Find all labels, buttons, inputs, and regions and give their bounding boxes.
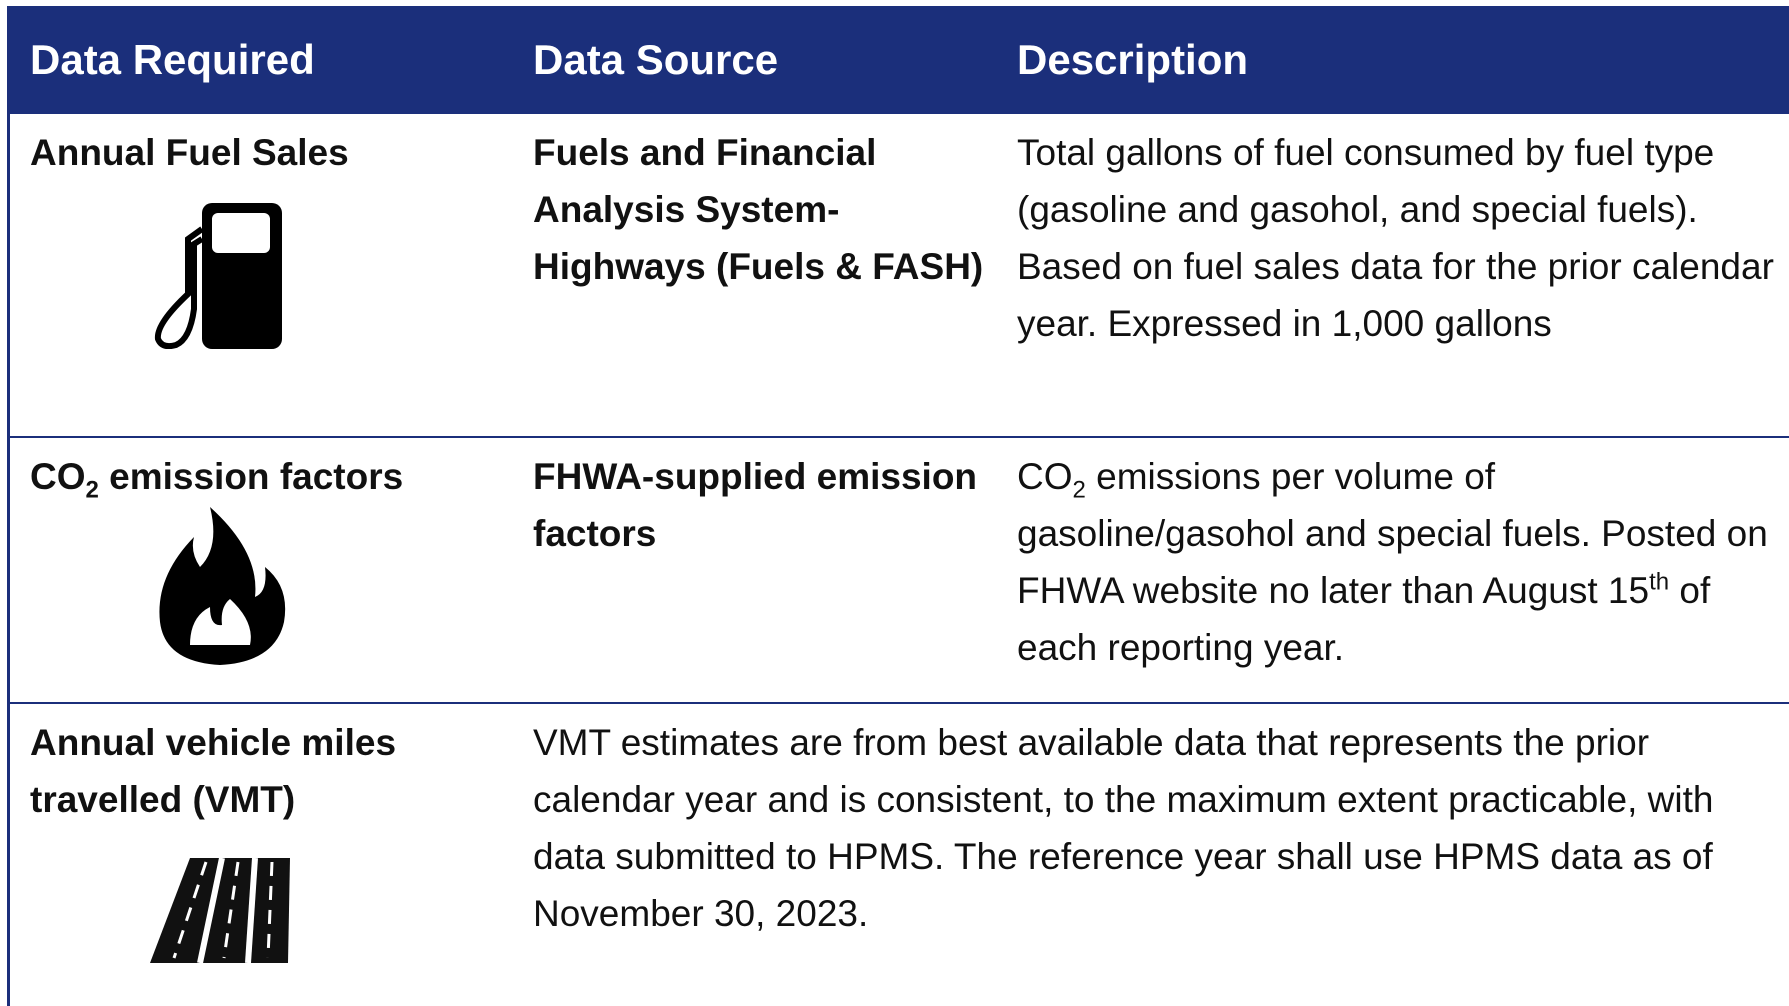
subscript: 2 <box>1072 476 1086 504</box>
table-frame: Data Required Data Source Description An… <box>7 6 1789 1006</box>
header-cell: Description <box>997 6 1789 114</box>
header-row: Data Required Data Source Description <box>10 6 1789 114</box>
cell-text: CO <box>1017 456 1073 497</box>
cell: VMT estimates are from best available da… <box>533 722 1714 934</box>
row: CO2 emission factors FHWA-supplied emiss… <box>10 437 1789 704</box>
fuel-pump-icon <box>154 203 282 349</box>
cell-text: Annual vehicle miles travelled (VMT) <box>30 722 397 820</box>
cell: Annual vehicle miles travelled (VMT) <box>10 703 513 1004</box>
cell: CO2 emissions per volume of gasoline/gas… <box>997 437 1789 704</box>
row: Annual vehicle miles travelled (VMT) VMT… <box>10 703 1789 1004</box>
flame-icon <box>159 507 286 665</box>
data-table: Data Required Data Source Description An… <box>10 6 1789 1004</box>
cell: Annual Fuel Sales <box>10 114 513 438</box>
cell: Total gallons of fuel consumed by fuel t… <box>997 114 1789 438</box>
header-cell: Data Source <box>513 6 997 114</box>
cell: FHWA-supplied emission factors <box>513 437 997 704</box>
row: Annual Fuel Sales Fuels and Financial An… <box>10 114 1789 438</box>
road-icon <box>150 858 290 963</box>
cell-text: emissions per volume of gasoline/gasohol… <box>1017 456 1768 611</box>
superscript: th <box>1649 568 1670 596</box>
cell-text: of each reporting year. <box>1017 570 1711 668</box>
subscript: 2 <box>85 476 99 504</box>
cell: CO2 emission factors <box>10 437 513 704</box>
header-cell: Data Required <box>10 6 513 114</box>
cell-text: Annual Fuel Sales <box>30 132 349 173</box>
cell-text: CO <box>30 456 86 497</box>
cell-text: emission factors <box>98 456 404 497</box>
cell: Fuels and Financial Analysis System-High… <box>513 114 997 438</box>
